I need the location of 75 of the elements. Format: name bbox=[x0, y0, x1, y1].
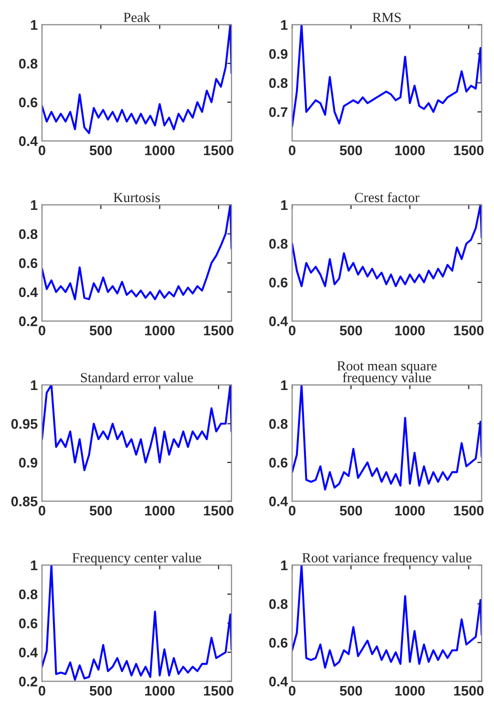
y-tick-label: 1 bbox=[30, 200, 38, 210]
y-tick-label: 1 bbox=[30, 20, 38, 30]
chart-title: Root variance frequency value bbox=[302, 552, 472, 566]
x-tick-label: 0 bbox=[288, 506, 296, 516]
x-tick-label: 1500 bbox=[454, 506, 484, 516]
chart-title: Peak bbox=[124, 12, 150, 22]
y-tick-label: 0.8 bbox=[269, 78, 288, 88]
chart-title: Standard error value bbox=[80, 372, 193, 382]
y-tick-label: 0.6 bbox=[19, 98, 38, 108]
x-tick-label: 500 bbox=[340, 506, 362, 516]
x-tick-label: 1000 bbox=[395, 506, 425, 516]
chart-title: Kurtosis bbox=[114, 192, 160, 202]
y-tick-label: 0.8 bbox=[19, 58, 38, 69]
x-tick-label: 1500 bbox=[454, 145, 484, 156]
y-tick-label: 0.4 bbox=[19, 648, 38, 658]
y-tick-label: 0.8 bbox=[269, 419, 288, 429]
y-tick-label: 0.6 bbox=[19, 258, 38, 268]
y-tick-label: 0.6 bbox=[269, 458, 288, 468]
x-tick-label: 1500 bbox=[204, 506, 234, 516]
x-tick-label: 500 bbox=[90, 326, 112, 336]
y-tick-label: 0.6 bbox=[269, 278, 288, 288]
x-tick-label: 0 bbox=[38, 506, 46, 516]
x-tick-label: 0 bbox=[38, 326, 46, 336]
y-tick-label: 0.6 bbox=[19, 618, 38, 628]
x-tick-label: 500 bbox=[340, 326, 362, 336]
x-tick-label: 0 bbox=[38, 145, 46, 156]
y-tick-label: 0.4 bbox=[19, 136, 38, 146]
y-tick-label: 0.8 bbox=[19, 589, 38, 600]
x-tick-label: 500 bbox=[340, 686, 362, 696]
x-tick-label: 1500 bbox=[204, 145, 234, 156]
x-tick-label: 1000 bbox=[395, 326, 425, 336]
y-tick-label: 0.4 bbox=[19, 287, 38, 298]
y-tick-label: 1 bbox=[281, 20, 288, 30]
x-tick-label: 1500 bbox=[204, 326, 234, 336]
y-tick-label: 0.8 bbox=[269, 599, 288, 609]
x-tick-label: 1000 bbox=[145, 145, 175, 156]
y-tick-label: 1 bbox=[30, 380, 38, 390]
x-tick-label: 1000 bbox=[395, 145, 425, 156]
x-tick-label: 0 bbox=[288, 326, 296, 336]
x-tick-label: 1000 bbox=[145, 506, 175, 516]
x-tick-label: 1500 bbox=[454, 326, 484, 336]
x-tick-label: 1500 bbox=[204, 686, 234, 696]
y-tick-label: 0.7 bbox=[269, 107, 288, 118]
x-tick-label: 1000 bbox=[145, 686, 175, 696]
x-tick-label: 500 bbox=[340, 145, 362, 156]
chart-title: RMS bbox=[372, 12, 401, 22]
y-tick-label: 0.9 bbox=[269, 49, 288, 59]
x-tick-label: 0 bbox=[288, 686, 296, 696]
y-tick-label: 0.2 bbox=[19, 676, 38, 686]
line-series bbox=[42, 565, 232, 681]
y-tick-label: 0.85 bbox=[11, 496, 38, 506]
x-tick-label: 0 bbox=[38, 686, 46, 696]
chart-title: Crest factor bbox=[354, 192, 420, 202]
y-tick-label: 1 bbox=[281, 380, 288, 390]
y-tick-label: 0.9 bbox=[19, 458, 38, 468]
y-tick-label: 0.4 bbox=[269, 496, 288, 506]
x-tick-label: 1000 bbox=[395, 686, 425, 696]
x-tick-label: 1000 bbox=[145, 326, 175, 336]
x-tick-label: 500 bbox=[90, 686, 112, 696]
y-tick-label: 0.8 bbox=[269, 238, 288, 249]
y-tick-label: 0.6 bbox=[269, 638, 288, 648]
y-tick-label: 1 bbox=[281, 200, 288, 210]
y-tick-label: 0.4 bbox=[269, 316, 288, 326]
y-tick-label: 0.95 bbox=[11, 419, 38, 429]
y-tick-label: 1 bbox=[30, 560, 38, 570]
y-tick-label: 0.8 bbox=[19, 229, 38, 240]
x-tick-label: 0 bbox=[288, 145, 296, 156]
x-tick-label: 500 bbox=[90, 506, 112, 516]
y-tick-label: 0.2 bbox=[19, 316, 38, 326]
x-tick-label: 1500 bbox=[454, 686, 484, 696]
chart-title: Frequency center value bbox=[72, 552, 202, 566]
x-tick-label: 500 bbox=[90, 145, 112, 156]
y-tick-label: 0.4 bbox=[269, 676, 288, 686]
y-tick-label: 1 bbox=[281, 560, 288, 570]
chart-title: Root mean square frequency value bbox=[337, 361, 437, 386]
